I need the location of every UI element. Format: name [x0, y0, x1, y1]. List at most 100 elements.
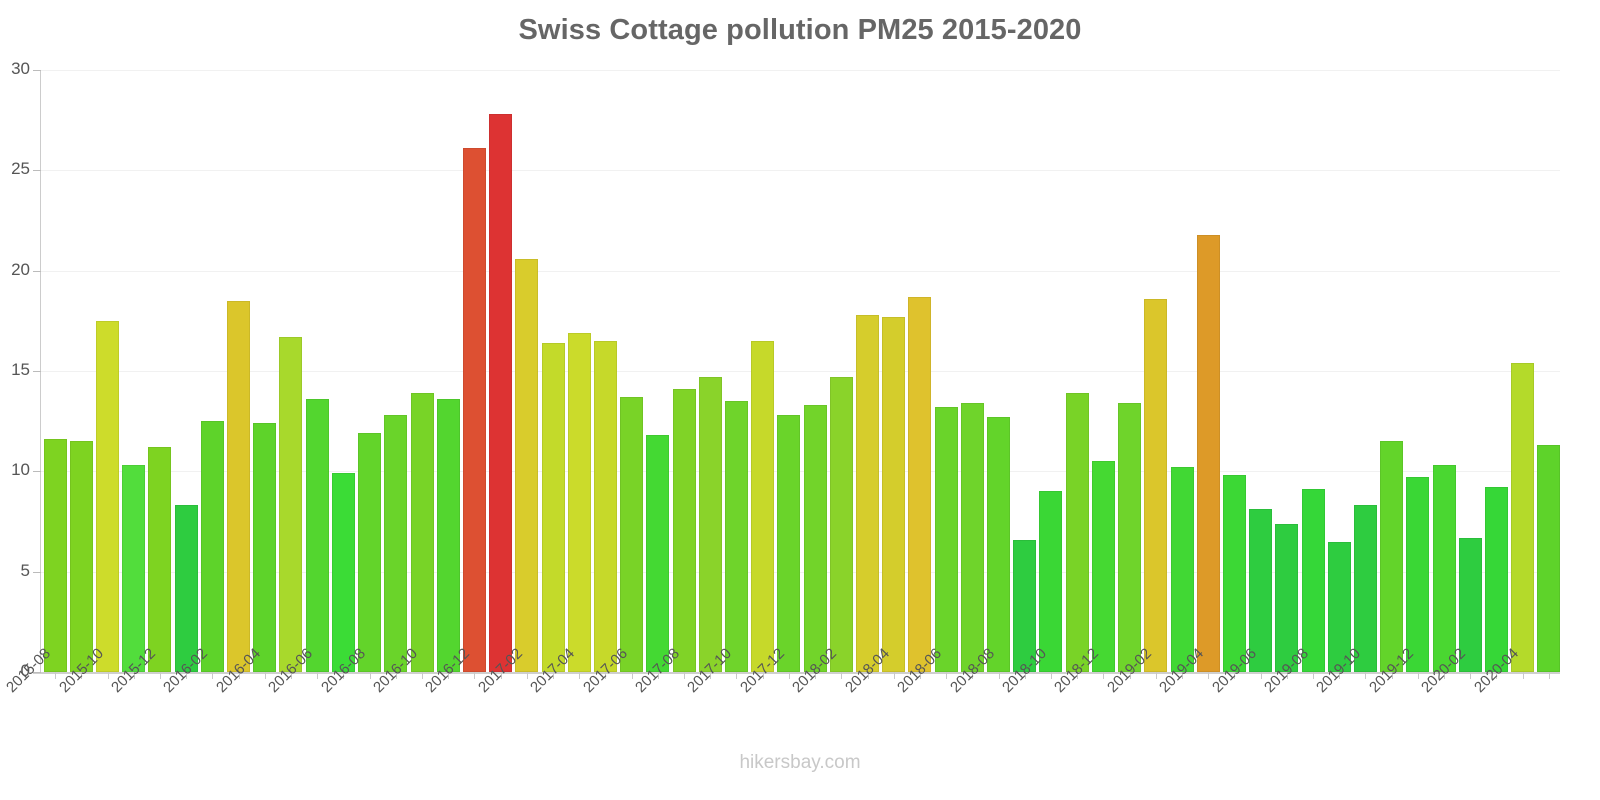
bar[interactable] [1301, 489, 1325, 672]
bar[interactable] [96, 320, 120, 672]
x-tick-mark [1077, 672, 1079, 679]
x-tick-mark [1050, 672, 1052, 679]
x-tick-mark [1155, 672, 1157, 679]
bar[interactable] [724, 401, 748, 672]
gridline [40, 170, 1560, 172]
bar[interactable] [829, 377, 853, 672]
x-tick-mark [395, 672, 397, 679]
x-tick-mark [264, 672, 266, 679]
x-tick-mark [1417, 672, 1419, 679]
bar[interactable] [331, 473, 355, 672]
bar[interactable] [751, 340, 775, 672]
y-tick-mark [33, 371, 41, 372]
bar[interactable] [777, 415, 801, 672]
bar[interactable] [436, 399, 460, 672]
x-tick-mark [1129, 672, 1131, 679]
bar[interactable] [122, 465, 146, 672]
x-tick-mark [369, 672, 371, 679]
y-axis-tick-label: 0 [20, 661, 30, 680]
bar[interactable] [279, 336, 303, 672]
bar[interactable] [1537, 445, 1561, 672]
x-tick-mark [1182, 672, 1183, 679]
bar[interactable] [908, 296, 932, 672]
x-tick-mark [1444, 672, 1446, 679]
bar[interactable] [1458, 537, 1482, 672]
bar[interactable] [960, 403, 984, 672]
bar[interactable] [987, 417, 1011, 672]
bar[interactable] [567, 332, 591, 672]
bar[interactable] [803, 405, 827, 672]
y-axis-tick-label: 5 [20, 560, 30, 580]
bar[interactable] [200, 421, 224, 672]
gridline [40, 371, 1560, 372]
x-tick-mark [1103, 672, 1105, 679]
bar[interactable] [1039, 491, 1063, 672]
x-tick-mark [736, 672, 738, 679]
x-tick-mark [710, 672, 712, 679]
x-tick-mark [1313, 672, 1315, 679]
bar[interactable] [515, 258, 539, 672]
y-tick-mark [33, 70, 41, 71]
x-tick-mark [1548, 672, 1550, 679]
x-tick-mark [343, 672, 345, 679]
bar[interactable] [148, 447, 172, 672]
bar[interactable] [489, 114, 513, 672]
bar[interactable] [227, 300, 251, 672]
bar[interactable] [541, 342, 565, 672]
y-tick-mark [33, 571, 41, 573]
x-tick-mark [998, 672, 1000, 679]
bar[interactable] [358, 433, 382, 672]
bar[interactable] [620, 397, 644, 672]
bar[interactable] [69, 441, 93, 672]
bar[interactable] [410, 393, 434, 672]
x-tick-mark [133, 672, 135, 679]
bar[interactable] [43, 439, 67, 672]
bar[interactable] [305, 399, 329, 672]
x-axis-labels: 2015-08 2015-10 2015-12 2016-02 2016-04 2016-… [0, 645, 1600, 782]
x-tick-mark [1365, 672, 1367, 679]
bar[interactable] [1353, 505, 1377, 672]
bar[interactable] [672, 389, 696, 672]
bar[interactable] [1406, 477, 1430, 672]
y-tick-mark [33, 471, 41, 473]
bar[interactable] [1091, 461, 1115, 672]
bar[interactable] [174, 505, 198, 672]
x-tick-mark [815, 672, 817, 679]
watermark-label: hikersbay.com [739, 752, 861, 773]
bar[interactable] [1380, 441, 1404, 672]
bar[interactable] [593, 340, 617, 672]
bar[interactable] [1275, 523, 1299, 672]
x-tick-mark [212, 672, 214, 679]
bar[interactable] [1118, 403, 1142, 672]
bar[interactable] [1013, 539, 1037, 672]
bar[interactable] [882, 316, 906, 672]
x-tick-mark [500, 672, 502, 679]
bar[interactable] [1432, 465, 1456, 672]
x-tick-mark [107, 672, 109, 679]
bar[interactable] [934, 407, 958, 672]
x-tick-mark [1208, 672, 1210, 679]
y-tick-mark [33, 170, 41, 172]
bar[interactable] [646, 435, 670, 672]
y-tick-mark [33, 672, 41, 673]
bar[interactable] [1196, 234, 1220, 672]
bar[interactable] [253, 423, 277, 672]
bar[interactable] [462, 148, 486, 672]
x-tick-mark [81, 672, 83, 679]
bar[interactable] [1222, 475, 1246, 672]
bar[interactable] [1170, 467, 1194, 672]
bar[interactable] [1144, 298, 1168, 672]
bar[interactable] [1327, 541, 1351, 672]
bar[interactable] [698, 377, 722, 672]
bar[interactable] [1511, 362, 1535, 672]
bar[interactable] [1065, 393, 1089, 672]
bar[interactable] [856, 314, 880, 672]
bar[interactable] [1484, 487, 1508, 672]
x-tick-mark [159, 672, 161, 679]
x-axis-line [33, 672, 1560, 674]
bar[interactable] [384, 415, 408, 672]
bar[interactable] [1249, 509, 1273, 672]
x-tick-mark [186, 672, 188, 679]
x-tick-mark [1496, 672, 1498, 679]
x-tick-mark [841, 672, 843, 679]
